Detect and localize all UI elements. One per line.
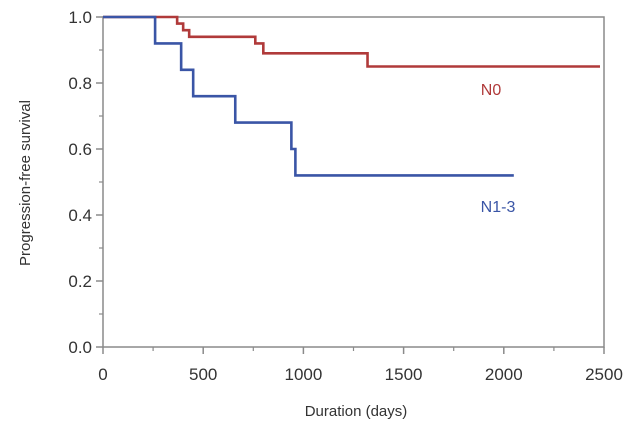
x-tick-label: 1500 xyxy=(385,365,423,384)
y-tick-label: 1.0 xyxy=(68,8,92,27)
x-tick-label: 2000 xyxy=(485,365,523,384)
x-axis-title: Duration (days) xyxy=(305,403,408,420)
series-layer: N0 N1-3 xyxy=(103,15,600,216)
y-tick-label: 0.4 xyxy=(68,206,92,225)
x-tick-label: 0 xyxy=(98,365,107,384)
y-tick-label: 0.8 xyxy=(68,74,92,93)
y-tick-label: 0.6 xyxy=(68,140,92,159)
y-tick-label: 0.0 xyxy=(68,338,92,357)
tick-marks: 0.0 0.2 0.4 0.6 0.8 1.0 0 500 1000 1500 2000 2500 xyxy=(68,8,623,384)
series-line-n0 xyxy=(103,15,600,68)
x-tick-label: 500 xyxy=(189,365,217,384)
series-label-n1-3: N1-3 xyxy=(481,199,516,216)
x-tick-label: 1000 xyxy=(284,365,322,384)
series-label-n0: N0 xyxy=(481,82,502,99)
y-tick-label: 0.2 xyxy=(68,272,92,291)
y-axis-title: Progression-free survival xyxy=(17,100,34,266)
series-line-n1-3 xyxy=(103,15,514,177)
x-tick-label: 2500 xyxy=(585,365,623,384)
